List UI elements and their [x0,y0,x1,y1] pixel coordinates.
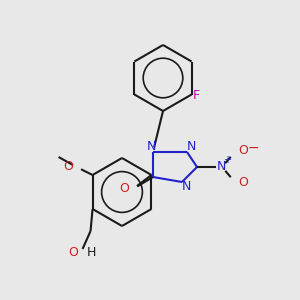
Text: O: O [64,160,74,172]
Text: O: O [69,245,79,259]
Text: F: F [193,89,200,102]
Text: N: N [146,140,156,154]
Text: N: N [216,160,226,172]
Text: −: − [248,141,260,155]
Text: N: N [181,181,191,194]
Text: H: H [87,245,96,259]
Text: N: N [186,140,196,154]
Text: O: O [119,182,129,194]
Text: +: + [223,155,231,165]
Text: O: O [238,145,248,158]
Text: O: O [238,176,248,190]
